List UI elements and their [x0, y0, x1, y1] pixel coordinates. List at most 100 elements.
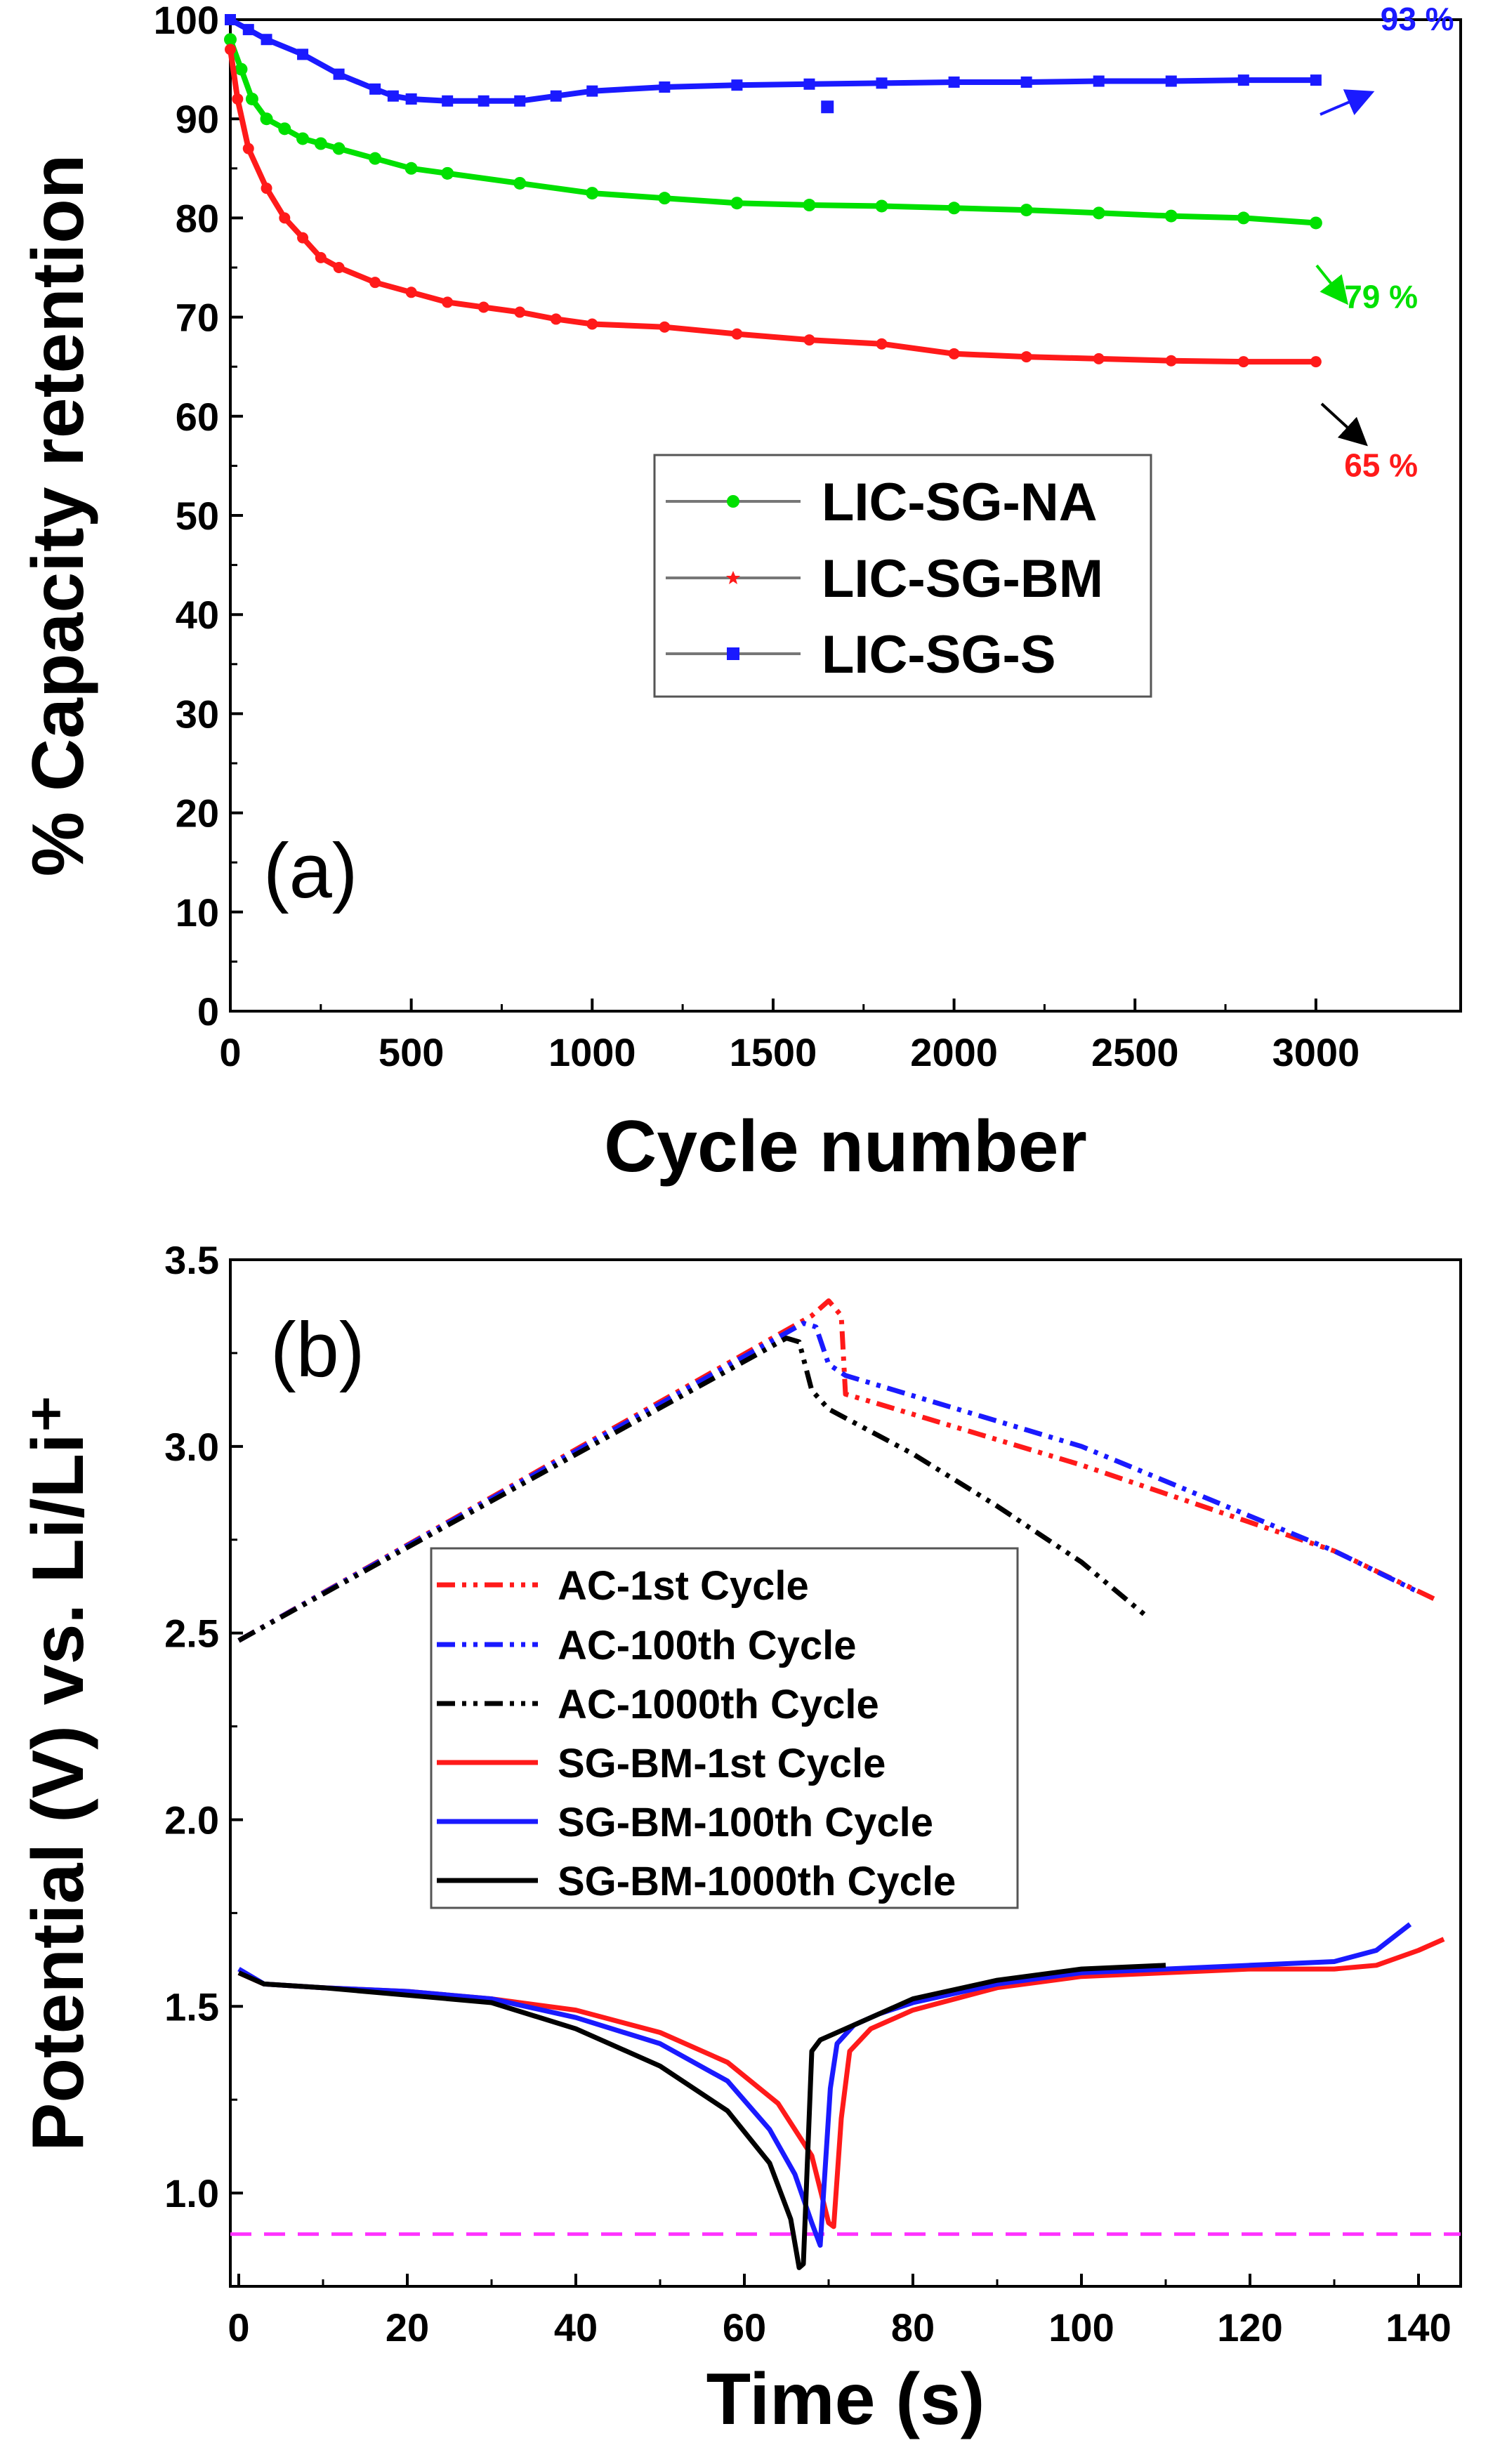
data-point-lic-sg-bm — [315, 251, 327, 263]
x-tick-label: 1500 — [730, 1030, 817, 1074]
legend-marker-lic-sg-s — [727, 647, 739, 660]
data-point-lic-sg-bm — [242, 143, 254, 154]
data-point-lic-sg-bm — [550, 313, 562, 325]
x-tick-label: 3000 — [1272, 1030, 1360, 1074]
data-point-lic-sg-bm — [731, 328, 743, 340]
x-tick-label: 60 — [723, 2305, 766, 2350]
legend-b: AC-1st Cycle AC-100th Cycle AC-1000th Cy… — [430, 1547, 1019, 1909]
x-tick-label: 2500 — [1091, 1030, 1179, 1074]
panel-b: 0 20 40 60 80 100 120 140 1.0 1.5 2.0 2.5 3.0 3.5 AC-… — [18, 1238, 1462, 2440]
y-tick-label: 3.5 — [164, 1238, 219, 1282]
arrow-79 — [1315, 264, 1348, 305]
y-tick-label: 1.0 — [164, 2171, 219, 2215]
y-tick-label: 1.5 — [164, 1984, 219, 2029]
data-point-lic-sg-s — [803, 78, 815, 90]
y-tick-label: 20 — [176, 791, 219, 836]
data-point-lic-sg-bm — [803, 334, 815, 346]
series-line-sg-bm-1000th-cycle — [237, 1963, 1166, 2270]
legend-label-sg-bm-1000th: SG-BM-1000th Cycle — [558, 1859, 956, 1904]
y-tick-label: 2.0 — [164, 1798, 219, 1842]
data-point-lic-sg-na — [1020, 204, 1033, 217]
legend-box-b — [430, 1547, 1019, 1909]
annotations-a: 93 % 79 % 65 % — [1344, 1, 1454, 483]
data-point-lic-sg-bm — [405, 286, 417, 298]
y-tick-label: 50 — [176, 494, 219, 538]
x-tick-label: 500 — [379, 1030, 444, 1074]
data-point-lic-sg-na — [658, 192, 671, 205]
data-point-lic-sg-na — [260, 112, 273, 126]
series-group-a — [224, 14, 1322, 368]
data-point-lic-sg-s — [242, 24, 254, 36]
data-point-lic-sg-s — [586, 85, 598, 97]
data-point-lic-sg-na — [224, 33, 237, 46]
data-point-lic-sg-s — [333, 68, 345, 80]
data-point-lic-sg-bm — [586, 318, 598, 330]
legend-label-sg-bm-1st: SG-BM-1st Cycle — [558, 1741, 886, 1786]
data-point-lic-sg-bm — [478, 301, 489, 313]
y-tick-label: 80 — [176, 196, 219, 240]
data-point-lic-sg-s — [1165, 75, 1177, 87]
data-point-lic-sg-na — [1092, 206, 1105, 220]
y-tick-label: 10 — [176, 890, 219, 935]
arrow-65 — [1320, 402, 1368, 447]
y-tick-label: 60 — [176, 395, 219, 439]
data-point-lic-sg-na — [404, 162, 418, 175]
y-tick-label: 100 — [154, 0, 219, 42]
y-tick-label: 70 — [176, 296, 219, 340]
panel-label-a: (a) — [263, 828, 357, 914]
data-point-lic-sg-na — [235, 62, 248, 76]
data-point-lic-sg-na — [1237, 211, 1250, 225]
data-point-lic-sg-na — [1309, 216, 1322, 230]
data-point-lic-sg-s — [405, 93, 417, 105]
data-point-lic-sg-bm — [514, 306, 526, 318]
data-point-lic-sg-bm — [876, 338, 888, 350]
data-point-lic-sg-s — [261, 34, 272, 46]
series-line-lic-sg-s — [229, 17, 1316, 104]
data-point-lic-sg-na — [314, 137, 327, 150]
data-point-lic-sg-bm — [297, 232, 309, 244]
data-point-lic-sg-na — [875, 199, 888, 213]
data-point-lic-sg-na — [441, 166, 454, 180]
data-point-lic-sg-s — [948, 76, 960, 88]
data-point-lic-sg-s — [1237, 74, 1249, 86]
y-tick-label: 2.5 — [164, 1612, 219, 1656]
data-point-lic-sg-na — [947, 202, 961, 215]
data-point-lic-sg-s — [514, 95, 526, 107]
data-point-lic-sg-bm — [1165, 355, 1177, 367]
data-point-lic-sg-na — [332, 142, 346, 155]
x-axis-title-b: Time (s) — [706, 2359, 985, 2440]
y-tick-label: 40 — [176, 593, 219, 637]
x-tick-label: 40 — [554, 2305, 598, 2350]
y-axis-title-b: Potential (V) vs. Li/Li⁺ — [18, 1395, 99, 2152]
annotation-79: 79 % — [1344, 278, 1418, 315]
plot-frame-b — [229, 1258, 1462, 2288]
y-axis-title-a: % Capacity retention — [18, 154, 99, 877]
data-point-lic-sg-na — [245, 92, 258, 105]
y-tick-label: 30 — [176, 692, 219, 736]
data-point-lic-sg-bm — [333, 262, 345, 273]
data-point-lic-sg-s — [1310, 74, 1322, 86]
legend-marker-lic-sg-na — [727, 495, 739, 508]
series-line-sg-bm-1st-cycle — [237, 1937, 1445, 2229]
x-tick-label: 0 — [219, 1030, 241, 1074]
series-group-b — [237, 1298, 1445, 2270]
x-tick-label: 2000 — [910, 1030, 998, 1074]
legend-label-sg-bm-100th: SG-BM-100th Cycle — [558, 1800, 933, 1845]
legend-label-ac-1st: AC-1st Cycle — [558, 1563, 809, 1609]
annotation-65: 65 % — [1344, 447, 1418, 483]
y-tick-label: 3.0 — [164, 1425, 219, 1469]
arrow-93 — [1320, 89, 1375, 116]
data-point-lic-sg-s — [659, 81, 671, 93]
annotation-93: 93 % — [1381, 1, 1454, 37]
legend-label-lic-sg-s: LIC-SG-S — [822, 625, 1056, 685]
data-point-lic-sg-bm — [279, 212, 291, 224]
outlier-point — [821, 100, 834, 114]
data-point-lic-sg-bm — [1310, 356, 1322, 368]
legend-marker-lic-sg-bm — [726, 571, 740, 584]
data-point-lic-sg-s — [387, 90, 399, 102]
data-point-lic-sg-na — [1164, 209, 1178, 223]
y-tick-label: 0 — [197, 989, 219, 1034]
legend-a: LIC-SG-NA LIC-SG-BM LIC-SG-S — [653, 454, 1152, 698]
series-line-ac-1st-cycle — [237, 1298, 1437, 1643]
legend-label-ac-1000th: AC-1000th Cycle — [558, 1682, 879, 1727]
